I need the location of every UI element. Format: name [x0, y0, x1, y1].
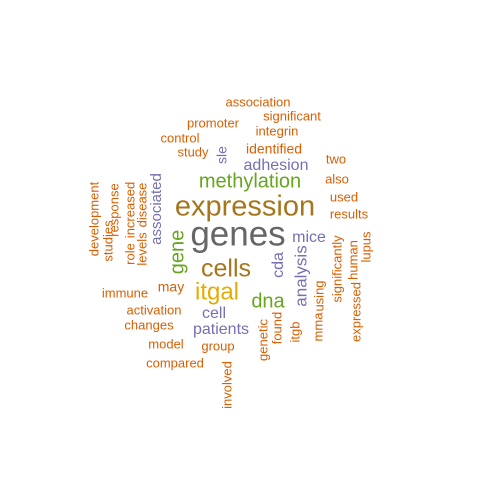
word-also: also — [325, 171, 349, 186]
word-cell: cell — [202, 305, 226, 322]
word-changes: changes — [124, 317, 174, 332]
word-used: used — [330, 189, 358, 204]
word-cells: cells — [201, 255, 251, 283]
word-promoter: promoter — [187, 115, 240, 130]
word-activation: activation — [127, 302, 182, 317]
word-development: development — [86, 181, 101, 256]
word-cda: cda — [270, 252, 287, 278]
word-itgb: itgb — [287, 322, 302, 343]
word-involved: involved — [219, 361, 234, 409]
word-may: may — [158, 279, 184, 295]
word-group: group — [201, 338, 234, 353]
word-gene: gene — [166, 230, 188, 275]
word-expression: expression — [175, 191, 315, 223]
word-expressed: expressed — [348, 282, 363, 342]
word-using: using — [311, 280, 326, 311]
word-patients: patients — [193, 321, 249, 338]
word-sle: sle — [214, 146, 230, 164]
word-model: model — [148, 336, 184, 351]
word-methylation: methylation — [199, 170, 301, 192]
word-genetic: genetic — [255, 319, 270, 361]
word-role: role — [122, 243, 137, 265]
word-study: study — [177, 144, 209, 159]
word-significantly: significantly — [329, 235, 344, 303]
word-mma: mma — [310, 312, 325, 342]
word-association: association — [225, 94, 290, 109]
word-lupus: lupus — [358, 231, 373, 263]
word-control: control — [160, 130, 199, 145]
word-human: human — [345, 240, 360, 280]
word-associated: associated — [148, 173, 165, 245]
word-itgal: itgal — [195, 278, 239, 305]
word-integrin: integrin — [256, 123, 299, 138]
word-mice: mice — [292, 229, 326, 246]
word-immune: immune — [102, 285, 148, 300]
word-significant: significant — [263, 108, 321, 123]
word-adhesion: adhesion — [244, 157, 309, 174]
word-results: results — [330, 206, 369, 221]
word-disease: disease — [134, 183, 149, 228]
word-two: two — [326, 151, 346, 166]
word-increased: increased — [122, 182, 137, 238]
word-studies: studies — [100, 220, 115, 262]
word-levels: levels — [134, 232, 149, 266]
word-genes: genes — [190, 214, 285, 253]
word-compared: compared — [146, 355, 204, 370]
word-identified: identified — [246, 141, 302, 157]
word-dna: dna — [251, 290, 285, 312]
word-found: found — [269, 312, 284, 345]
word-response: response — [106, 183, 121, 236]
word-analysis: analysis — [291, 245, 310, 306]
